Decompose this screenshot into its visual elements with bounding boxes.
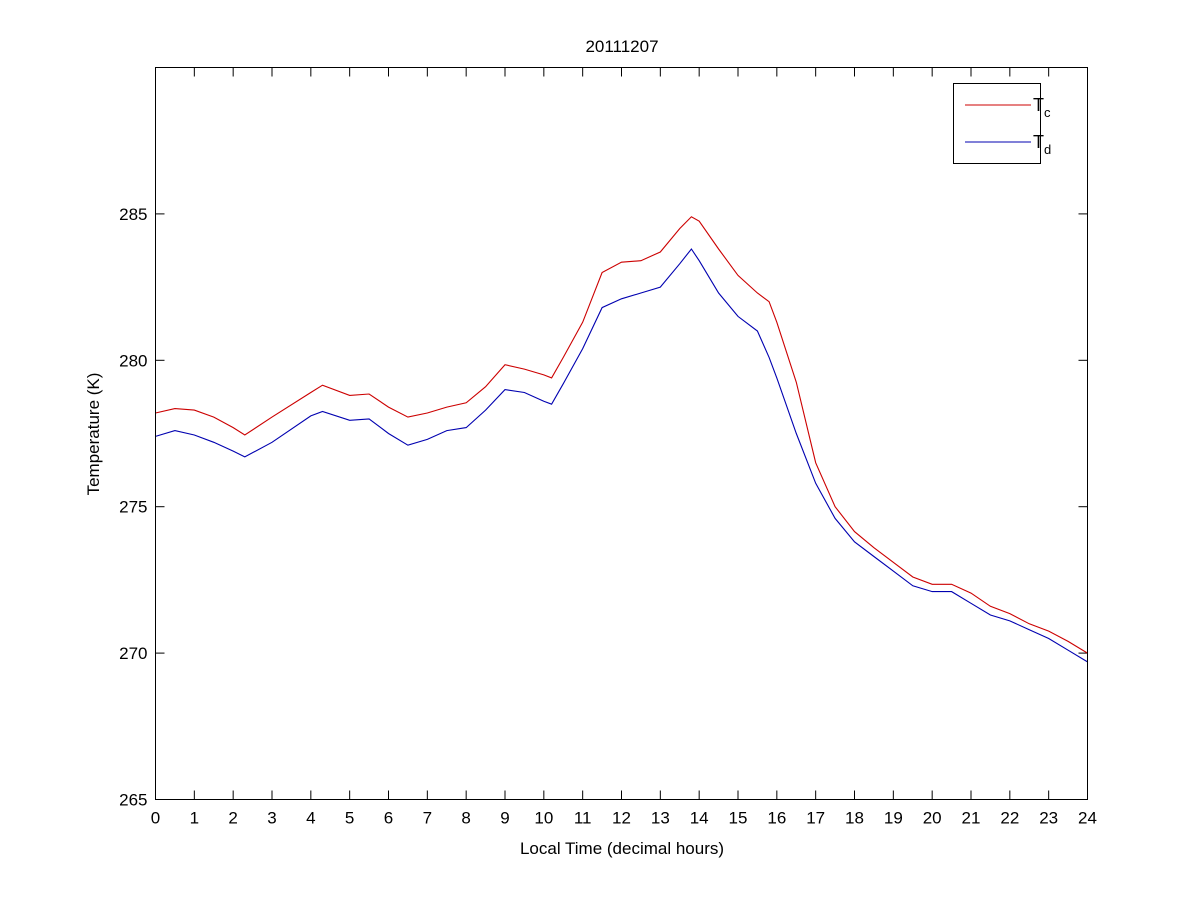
x-tick-label: 4 <box>306 809 315 828</box>
x-tick-label: 22 <box>1000 809 1019 828</box>
plot-area-frame <box>155 67 1088 800</box>
x-tick-label: 6 <box>384 809 393 828</box>
x-tick-label: 24 <box>1078 809 1097 828</box>
y-tick-label: 265 <box>119 791 147 810</box>
x-tick-label: 13 <box>651 809 670 828</box>
legend-box <box>953 83 1041 164</box>
x-tick-label: 5 <box>345 809 354 828</box>
x-tick-label: 21 <box>962 809 981 828</box>
x-axis-label: Local Time (decimal hours) <box>520 839 724 858</box>
x-tick-label: 2 <box>228 809 237 828</box>
series-line-td <box>155 248 1088 663</box>
x-tick-label: 3 <box>267 809 276 828</box>
x-tick-label: 12 <box>612 809 631 828</box>
y-tick-label: 285 <box>119 205 147 224</box>
x-tick-label: 19 <box>884 809 903 828</box>
x-tick-label: 9 <box>500 809 509 828</box>
legend-label-tc: Tc <box>1033 95 1051 120</box>
x-tick-label: 10 <box>534 809 553 828</box>
y-axis-label: Temperature (K) <box>84 373 103 496</box>
x-tick-label: 14 <box>690 809 709 828</box>
y-tick-label: 280 <box>119 351 147 370</box>
legend: Tc Td <box>953 83 1051 164</box>
x-tick-label: 1 <box>190 809 199 828</box>
x-tick-label: 16 <box>767 809 786 828</box>
x-tick-label: 11 <box>574 809 592 828</box>
x-tick-label: 23 <box>1039 809 1058 828</box>
x-tick-label: 7 <box>423 809 432 828</box>
x-tick-label: 18 <box>845 809 864 828</box>
legend-label-td: Td <box>1033 132 1051 157</box>
y-tick-label: 275 <box>119 498 147 517</box>
y-tick-label: 270 <box>119 644 147 663</box>
chart-title: 20111207 <box>585 37 658 56</box>
x-tick-label: 17 <box>806 809 825 828</box>
x-tick-label: 15 <box>729 809 748 828</box>
x-tick-label: 8 <box>461 809 470 828</box>
series-line-tc <box>155 216 1088 654</box>
x-tick-label: 20 <box>923 809 942 828</box>
x-tick-label: 0 <box>151 809 160 828</box>
